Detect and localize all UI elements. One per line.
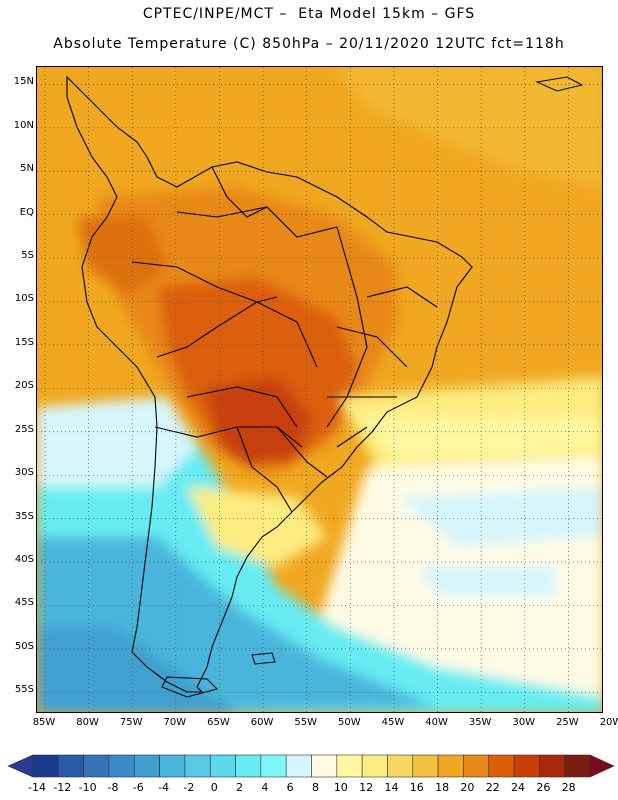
latitude-label: 20S <box>14 380 34 392</box>
longitude-label: 50W <box>337 717 361 728</box>
longitude-label: 70W <box>163 717 187 728</box>
colorbar-label: 10 <box>333 781 348 794</box>
longitude-label: 40W <box>425 717 448 728</box>
longitude-label: 45W <box>381 717 405 728</box>
latitude-label: 10N <box>13 119 34 131</box>
latitude-label: 50S <box>14 640 34 652</box>
colorbar-label: 16 <box>409 781 424 794</box>
map-title-line2: Absolute Temperature (C) 850hPa – 20/11/… <box>53 36 565 52</box>
caribbean-islands <box>535 76 584 92</box>
temperature-field <box>37 67 602 712</box>
colorbar-over-arrow <box>589 754 615 778</box>
latitude-label: 5S <box>21 250 34 262</box>
colorbar <box>7 754 615 778</box>
colorbar-label: 12 <box>359 781 374 794</box>
colorbar-swatch <box>159 754 186 778</box>
colorbar-label: 6 <box>286 781 294 794</box>
latitude-label: 10S <box>14 293 34 305</box>
latitude-label: EQ <box>19 206 34 218</box>
colorbar-swatch <box>32 754 59 778</box>
colorbar-swatch <box>108 754 135 778</box>
colorbar-label: 22 <box>485 781 500 794</box>
colorbar-label: 20 <box>460 781 475 794</box>
colorbar-swatch <box>184 754 211 778</box>
latitude-label: 15S <box>14 336 34 348</box>
map-title-line1: CPTEC/INPE/MCT – Eta Model 15km – GFS <box>142 6 476 22</box>
longitude-label: 25W <box>556 717 579 728</box>
longitude-label: 30W <box>512 717 536 728</box>
colorbar-label: 24 <box>511 781 526 794</box>
longitude-label: 35W <box>468 717 492 728</box>
tierra-del-fuego <box>161 676 218 698</box>
colorbar-swatch <box>412 754 439 778</box>
colorbar-label: 18 <box>435 781 450 794</box>
colorbar-swatch <box>361 754 388 778</box>
latitude-label: 15N <box>13 76 34 88</box>
colorbar-swatch <box>387 754 414 778</box>
colorbar-label: -12 <box>53 781 72 794</box>
colorbar-label: 14 <box>384 781 399 794</box>
graticule <box>37 67 602 712</box>
colorbar-label: -8 <box>107 781 119 794</box>
colorbar-swatch <box>463 754 490 778</box>
longitude-label: 65W <box>207 717 230 728</box>
colorbar-label: -2 <box>183 781 195 794</box>
longitude-label: 80W <box>76 717 99 728</box>
colorbar-swatch <box>513 754 540 778</box>
colorbar-swatch <box>58 754 84 778</box>
longitude-label: 75W <box>119 717 143 728</box>
colorbar-label: 4 <box>261 781 269 794</box>
colorbar-swatch <box>488 754 515 778</box>
latitude-label: 5N <box>20 163 34 175</box>
colorbar-under-arrow <box>7 754 34 778</box>
latitude-label: 25S <box>14 423 34 435</box>
colorbar-swatch <box>133 754 160 778</box>
colorbar-label: -4 <box>158 781 170 794</box>
colorbar-swatch <box>311 754 338 778</box>
colorbar-label: 8 <box>312 781 319 794</box>
colorbar-label: -14 <box>28 781 46 794</box>
colorbar-swatch <box>260 754 287 778</box>
falklands <box>251 652 276 665</box>
colorbar-swatch <box>564 754 591 778</box>
latitude-label: 55S <box>14 684 34 696</box>
colorbar-label: -6 <box>132 781 144 794</box>
colorbar-swatch <box>336 754 363 778</box>
colorbar-label: -10 <box>78 781 97 794</box>
longitude-label: 55W <box>294 717 317 728</box>
latitude-label: 40S <box>14 554 34 566</box>
coastline <box>66 75 473 693</box>
colorbar-swatch <box>83 754 110 778</box>
longitude-label: 85W <box>32 717 56 728</box>
temperature-map[interactable] <box>36 66 603 713</box>
latitude-label: 45S <box>14 597 34 609</box>
latitude-label: 35S <box>14 510 34 522</box>
colorbar-swatch <box>209 754 236 778</box>
longitude-label: 60W <box>250 717 274 728</box>
colorbar-label: 28 <box>561 781 576 794</box>
longitude-label: 20W <box>599 717 618 728</box>
colorbar-swatch <box>285 754 312 778</box>
colorbar-label: 2 <box>236 781 244 794</box>
latitude-label: 30S <box>14 467 34 479</box>
colorbar-swatch <box>437 754 464 778</box>
colorbar-swatch <box>235 754 262 778</box>
colorbar-label: 26 <box>536 781 551 794</box>
colorbar-label: 0 <box>210 781 218 794</box>
colorbar-swatch <box>539 754 565 778</box>
